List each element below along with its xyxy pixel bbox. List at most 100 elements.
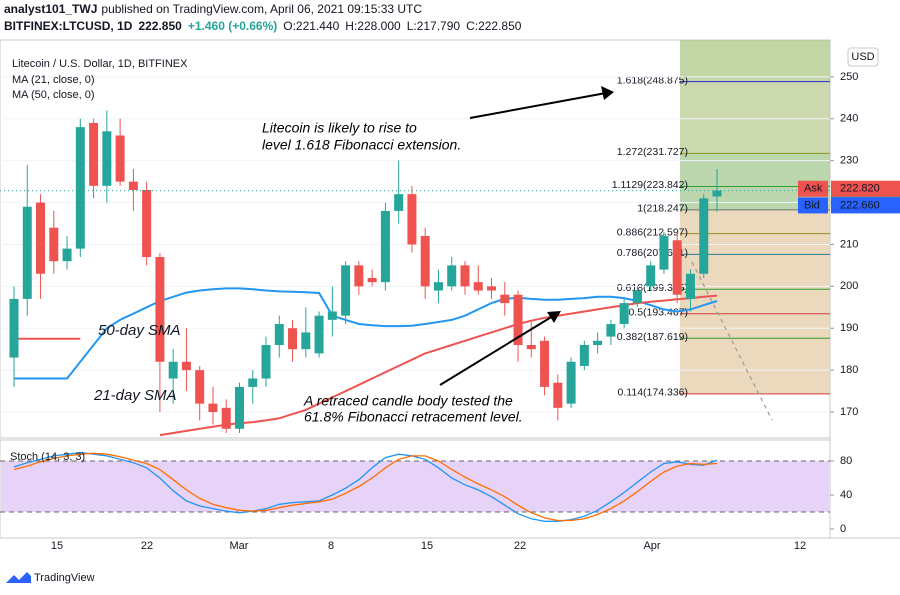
legend-ma21: MA (21, close, 0) [12,74,95,86]
candle-body [659,236,669,270]
y-tick-label: 210 [840,238,858,250]
fib-label: 0.5(193.467) [628,306,688,318]
candle-body [9,298,19,358]
stoch-tick-label: 0 [840,523,846,535]
y-tick-label: 170 [840,406,858,418]
candle-body [606,324,616,337]
label-sma21: 21-day SMA [93,387,177,404]
candle-body [168,361,178,379]
candle-body [155,257,165,362]
candle-body [513,294,523,345]
candle-body [181,361,191,371]
candle-body [142,189,152,258]
candle-body [433,282,443,291]
logo-icon [6,572,31,583]
candle-body [566,361,576,404]
candle-body [274,324,284,345]
candle-body [234,386,244,429]
candle-body [579,344,589,366]
open: O:221.440 [283,19,339,33]
candle-body [208,403,218,413]
x-tick-label: 12 [794,540,806,552]
candle-body [646,265,656,287]
stoch-band [1,460,829,512]
candle-body [75,127,85,249]
high: H:228.000 [345,19,401,33]
candle-body [248,378,258,387]
candle-body [699,198,709,274]
ask-price: 222.820 [840,183,880,195]
bid-price-tag [831,197,900,214]
arrowhead-retracement [547,311,561,323]
annotation-extension-2: level 1.618 Fibonacci extension. [262,137,461,153]
fib-label: 1.1129(223.842) [612,179,688,191]
fib-zone [680,338,830,394]
candle-body [473,282,483,291]
candle-body [632,290,642,304]
published: published on TradingView.com, April 06, … [101,2,422,16]
y-tick-label: 250 [840,71,858,83]
candle-body [526,344,536,350]
symbol: BITFINEX:LTCUSD, 1D [4,19,133,33]
candle-body [36,202,46,274]
arrowhead-extension [601,86,614,100]
candle-body [221,407,231,429]
fib-label: 1(218.247) [637,203,688,215]
candle-body [553,382,563,408]
header-line-2: BITFINEX:LTCUSD, 1D 222.850 +1.460 (+0.66%… [4,19,522,33]
candle-body [420,236,430,287]
candle-body [394,194,404,211]
stoch-tick-label: 40 [840,489,852,501]
candle-body [314,315,324,354]
stoch-line [13,451,718,522]
fib-label: 0.886(212.597) [617,226,688,238]
bid-price: 222.660 [840,199,880,211]
bid-name-tag [798,197,828,214]
label-sma50: 50-day SMA [98,322,181,339]
candle-body [301,332,311,350]
y-tick-label: 190 [840,322,858,334]
ask-price-tag [831,180,900,197]
series-layer [0,110,830,522]
close: C:222.850 [466,19,522,33]
candle-body [407,194,417,245]
fib-zone [680,313,830,339]
ask-name: Ask [804,183,823,195]
x-tick-label: 22 [141,540,153,552]
x-tick-label: 22 [514,540,526,552]
x-tick-label: 15 [51,540,63,552]
candle-body [89,122,99,186]
x-tick-label: Mar [230,540,249,552]
candle-body [115,135,125,182]
candle-body [102,131,112,186]
projection-line [691,261,773,421]
currency-box [847,47,879,67]
candle-body [22,206,32,299]
candle-body [540,340,550,387]
arrow-retracement [439,315,554,386]
candle-body [288,328,298,350]
header-line-1: analyst101_TWJ published on TradingView.c… [4,2,422,16]
candle-body [261,344,271,379]
candle-body [500,294,510,304]
fib-label: 1.272(231.727) [617,146,688,158]
x-tick-label: 8 [328,540,334,552]
fib-label: 0.382(187.619) [617,331,688,343]
candle-body [49,227,59,262]
ask-name-tag [798,180,828,197]
price: 222.850 [138,19,182,33]
stoch-line [13,452,718,522]
moving-average [14,287,718,380]
candle-body [195,370,205,404]
footer-logo: TradingView [6,572,95,584]
x-tick-label: 15 [421,540,433,552]
annotation-retracement-2: 61.8% Fibonacci retracement level. [304,409,523,425]
fib-label: 0.114(174.336) [618,387,688,399]
candle-body [685,273,695,299]
y-tick-label: 200 [840,280,858,292]
arrow-extension [469,92,607,119]
candle-body [327,311,337,320]
candle-body [128,181,138,190]
annotation-extension-1: Litecoin is likely to rise to [262,120,417,136]
candle-body [487,286,497,291]
